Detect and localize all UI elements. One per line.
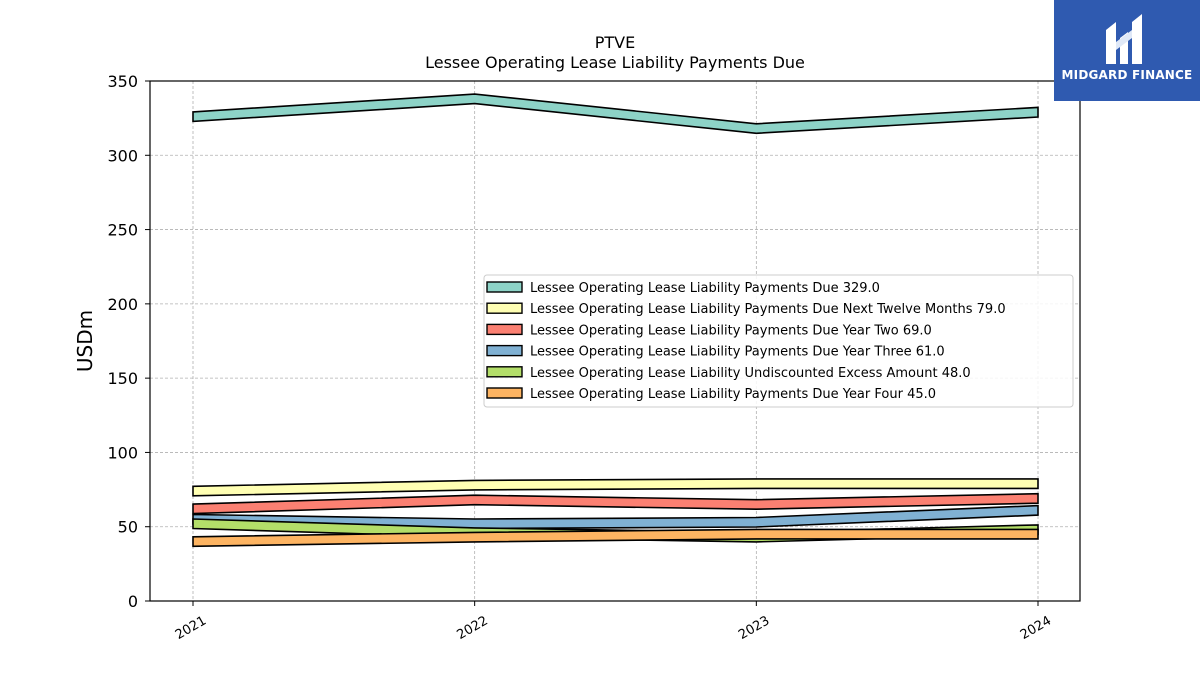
legend-entry-label: Lessee Operating Lease Liability Payment…: [530, 323, 932, 338]
chart-title: PTVE: [595, 33, 635, 52]
y-tick-label: 350: [107, 72, 138, 91]
x-tick-label: 2024: [1018, 613, 1054, 643]
series-layer: [192, 93, 1039, 548]
y-tick-label: 50: [118, 518, 138, 537]
x-tick-label: 2021: [173, 613, 209, 643]
legend-swatch: [486, 323, 523, 336]
x-axis: 2021 2022 2023 2024: [173, 601, 1054, 643]
legend-swatch: [486, 387, 523, 399]
brand-logo: MIDGARD FINANCE: [1054, 0, 1200, 101]
y-tick-label: 200: [107, 295, 138, 314]
y-axis-label: USDm: [73, 310, 97, 372]
x-tick-label: 2022: [455, 613, 491, 643]
y-tick-label: 300: [107, 146, 138, 165]
plot-frame: [149, 80, 1081, 602]
series-band: [192, 478, 1039, 497]
legend-entry-label: Lessee Operating Lease Liability Undisco…: [530, 366, 971, 381]
y-tick-label: 250: [107, 221, 138, 240]
legend-entry-label: Lessee Operating Lease Liability Payment…: [530, 281, 880, 296]
series-band: [192, 492, 1039, 515]
logo-text: MIDGARD FINANCE: [1061, 68, 1193, 82]
x-tick-label: 2023: [736, 613, 772, 643]
logo-mark-icon: [1106, 14, 1142, 64]
legend-swatch: [486, 366, 523, 378]
legend-entry-label: Lessee Operating Lease Liability Payment…: [530, 302, 1006, 317]
legend-entry-label: Lessee Operating Lease Liability Payment…: [530, 345, 945, 360]
y-axis: 0 50 100 150 200 250 300 350: [107, 72, 150, 611]
y-tick-label: 150: [107, 369, 138, 388]
legend-entry-label: Lessee Operating Lease Liability Payment…: [530, 387, 936, 402]
legend: Lessee Operating Lease Liability Payment…: [483, 274, 1074, 408]
legend-swatch: [486, 281, 523, 293]
series-band: [192, 528, 1039, 548]
chart-subtitle: Lessee Operating Lease Liability Payment…: [425, 53, 805, 72]
series-band: [192, 93, 1039, 135]
y-tick-label: 0: [128, 592, 138, 611]
legend-swatch: [486, 344, 523, 357]
legend-swatch: [486, 302, 523, 314]
legend-box: [483, 274, 1074, 408]
y-tick-label: 100: [107, 443, 138, 462]
